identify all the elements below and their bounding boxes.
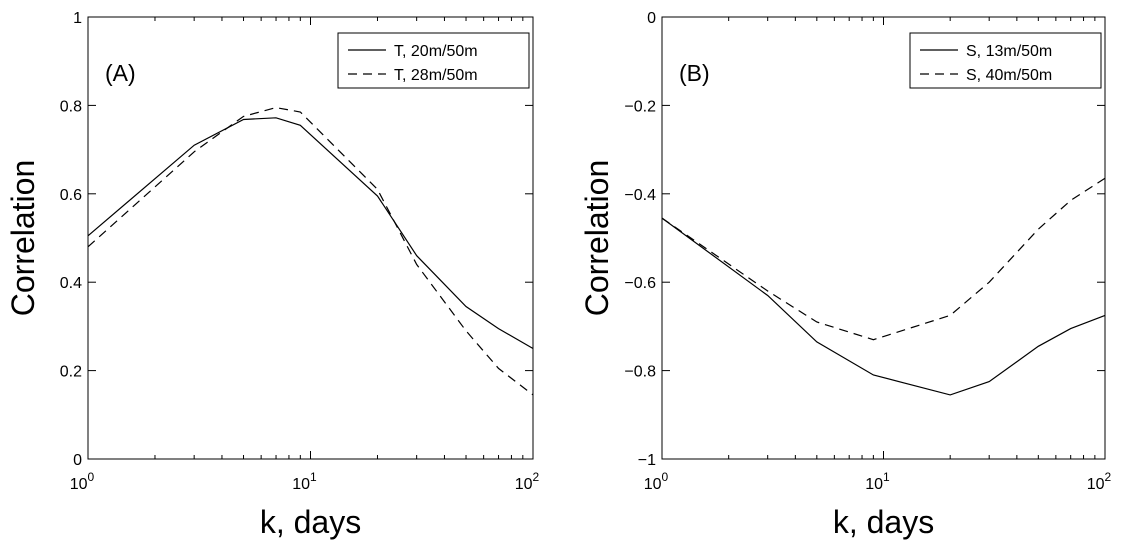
legend-box [337, 32, 530, 89]
y-tick-label: 0.8 [60, 98, 82, 115]
series-line-1 [87, 117, 534, 350]
legend-entry-1: T, 20m/50m [394, 43, 478, 60]
x-tick-label: 100 [644, 470, 669, 493]
x-axis-label: k, days [260, 504, 361, 540]
legend: S, 13m/50m S, 40m/50m [909, 32, 1102, 89]
x-tick-label: 102 [1087, 470, 1112, 493]
y-tick-label: −0.6 [624, 275, 656, 292]
series-line-2 [87, 106, 534, 396]
y-tick-label: 0.2 [60, 364, 82, 381]
panel-label: (A) [105, 60, 136, 86]
legend-entry-2: S, 40m/50m [966, 67, 1052, 84]
y-axis-label: Correlation [5, 160, 41, 317]
y-axis-label: Correlation [579, 160, 615, 317]
y-tick-label: 0 [73, 452, 82, 469]
x-tick-label: 100 [70, 470, 95, 493]
y-tick-label: −0.8 [624, 364, 656, 381]
chart-panel-2: 100 101 102 −1 −0.8 −0.6 −0.4 −0.2 0 (B) k, days Co… [579, 10, 1112, 540]
chart-panel-1: 100 101 102 0 0.2 0.4 0.6 0.8 1 (A) k, days Correla… [5, 10, 540, 540]
y-tick-label: 0.4 [60, 275, 82, 292]
x-tick-label: 101 [292, 470, 317, 493]
y-tick-label: −1 [638, 452, 656, 469]
y-tick-label: 1 [73, 10, 82, 27]
x-tick-label: 102 [515, 470, 540, 493]
x-axis-label: k, days [833, 504, 934, 540]
x-tick-label: 101 [865, 470, 890, 493]
series-line-1 [661, 217, 1106, 396]
y-tick-label: −0.4 [624, 187, 656, 204]
legend: T, 20m/50m T, 28m/50m [337, 32, 530, 89]
series-line-2 [661, 177, 1106, 341]
y-tick-label: −0.2 [624, 98, 656, 115]
panel-label: (B) [679, 60, 710, 86]
legend-box [909, 32, 1102, 89]
y-tick-label: 0.6 [60, 187, 82, 204]
y-tick-label: 0 [647, 10, 656, 27]
legend-entry-1: S, 13m/50m [966, 43, 1052, 60]
legend-entry-2: T, 28m/50m [394, 67, 478, 84]
